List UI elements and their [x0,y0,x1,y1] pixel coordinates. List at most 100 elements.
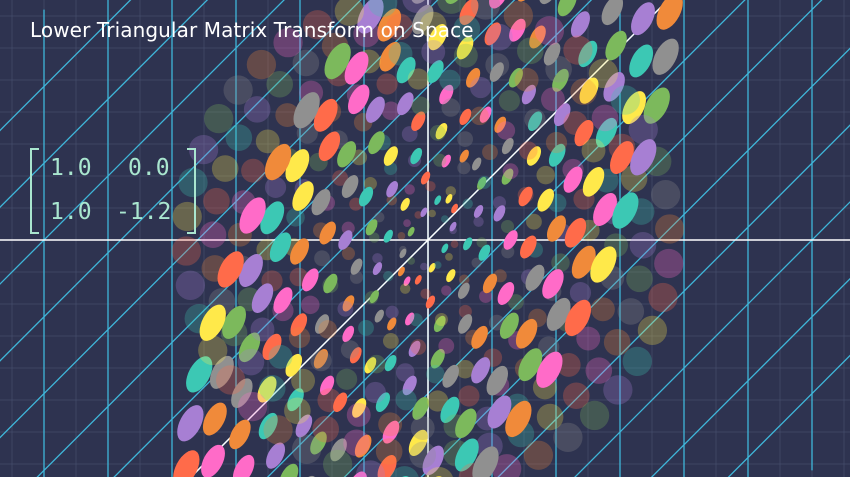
transformed-dot [536,351,563,388]
original-dot [500,220,515,234]
transformed-dot [435,123,448,140]
transformed-dot [518,348,543,382]
original-dot [343,429,370,457]
transformed-dot [229,419,251,450]
transformed-dot [564,299,592,337]
transformed-dot [382,420,400,444]
original-dot [585,357,613,384]
transformed-dot [209,355,234,389]
original-dot [485,53,510,78]
original-dot [365,291,379,305]
transformed-dot [656,0,683,30]
transformed-dot [257,376,277,403]
original-dot [258,374,286,402]
original-dot [336,368,358,390]
original-dot [536,165,555,185]
transformed-dot [433,315,446,333]
transformed-dot [202,402,227,436]
transformed-dot [365,219,378,236]
original-dot [388,41,413,66]
transformed-dot [430,348,445,369]
transformed-dot [319,221,336,245]
transformed-dot [439,84,454,105]
transformed-dot [342,325,355,343]
transformed-dot [314,314,330,334]
transformed-dot [489,62,504,82]
transformed-dots [171,0,685,477]
transformed-dot [372,262,383,276]
original-dot [364,381,386,404]
original-dot [526,213,542,230]
original-dot [223,75,253,105]
transformed-dot [473,204,484,218]
original-dot [440,215,449,223]
original-dot [255,129,280,154]
original-dot [266,70,294,98]
transformed-dot [414,275,422,285]
transformed-dot [239,254,263,287]
original-dot [545,55,572,83]
original-dot [603,328,631,356]
original-dot [570,78,598,106]
original-dot [581,138,606,163]
transformed-dot [499,312,519,339]
original-dot [434,312,448,327]
original-dot [397,232,406,240]
transformed-dot [609,141,634,175]
original-dot [540,87,565,112]
transformed-dot [508,67,523,88]
transformed-dot [338,230,353,250]
transformed-dot [623,0,657,2]
transformed-dot [410,147,423,165]
transformed-dot [301,268,319,292]
original-dot [420,262,428,271]
transformed-dot [258,412,278,440]
original-dot [407,68,429,90]
transformed-dot [330,438,347,462]
original-dot [317,388,342,413]
original-dot [470,106,489,126]
original-dot [369,232,380,243]
original-dot [450,240,459,248]
transformed-dot [422,445,444,476]
original-dot [381,101,401,121]
original-dot [203,187,230,215]
transformed-dot [631,2,655,36]
original-dot [553,422,583,452]
original-dot [496,121,516,140]
original-dot [453,15,481,42]
original-dot [341,221,355,235]
original-dot [291,368,316,393]
transformed-dot [411,111,426,132]
transformed-dot [579,77,599,104]
original-dot [376,73,398,95]
transformed-dot [260,201,285,235]
transformed-dot [428,23,448,51]
transformed-dot [324,42,351,80]
transformed-dot [368,131,385,155]
original-dot [455,359,475,379]
original-dot [409,441,437,469]
transformed-dot [386,181,399,198]
transformed-dot [482,273,498,294]
transformed-dot [292,181,314,211]
original-dot [390,466,419,477]
transformed-dot [505,400,532,438]
transformed-dot [553,103,571,127]
transformed-dot [428,262,436,273]
transformed-dot [503,230,518,250]
transformed-grid-line [0,0,209,209]
original-dot [402,0,432,13]
original-dot [445,252,453,261]
transformed-dot [479,106,492,123]
original-dot [482,144,498,161]
original-dot [501,245,515,259]
transformed-dot [427,60,444,84]
original-dot [378,412,403,437]
original-dot [382,333,399,349]
original-dot [470,76,492,99]
transformed-dot [564,217,587,248]
transformed-dot [402,375,417,396]
transformed-dot [412,396,429,420]
transformed-dot [446,269,456,283]
